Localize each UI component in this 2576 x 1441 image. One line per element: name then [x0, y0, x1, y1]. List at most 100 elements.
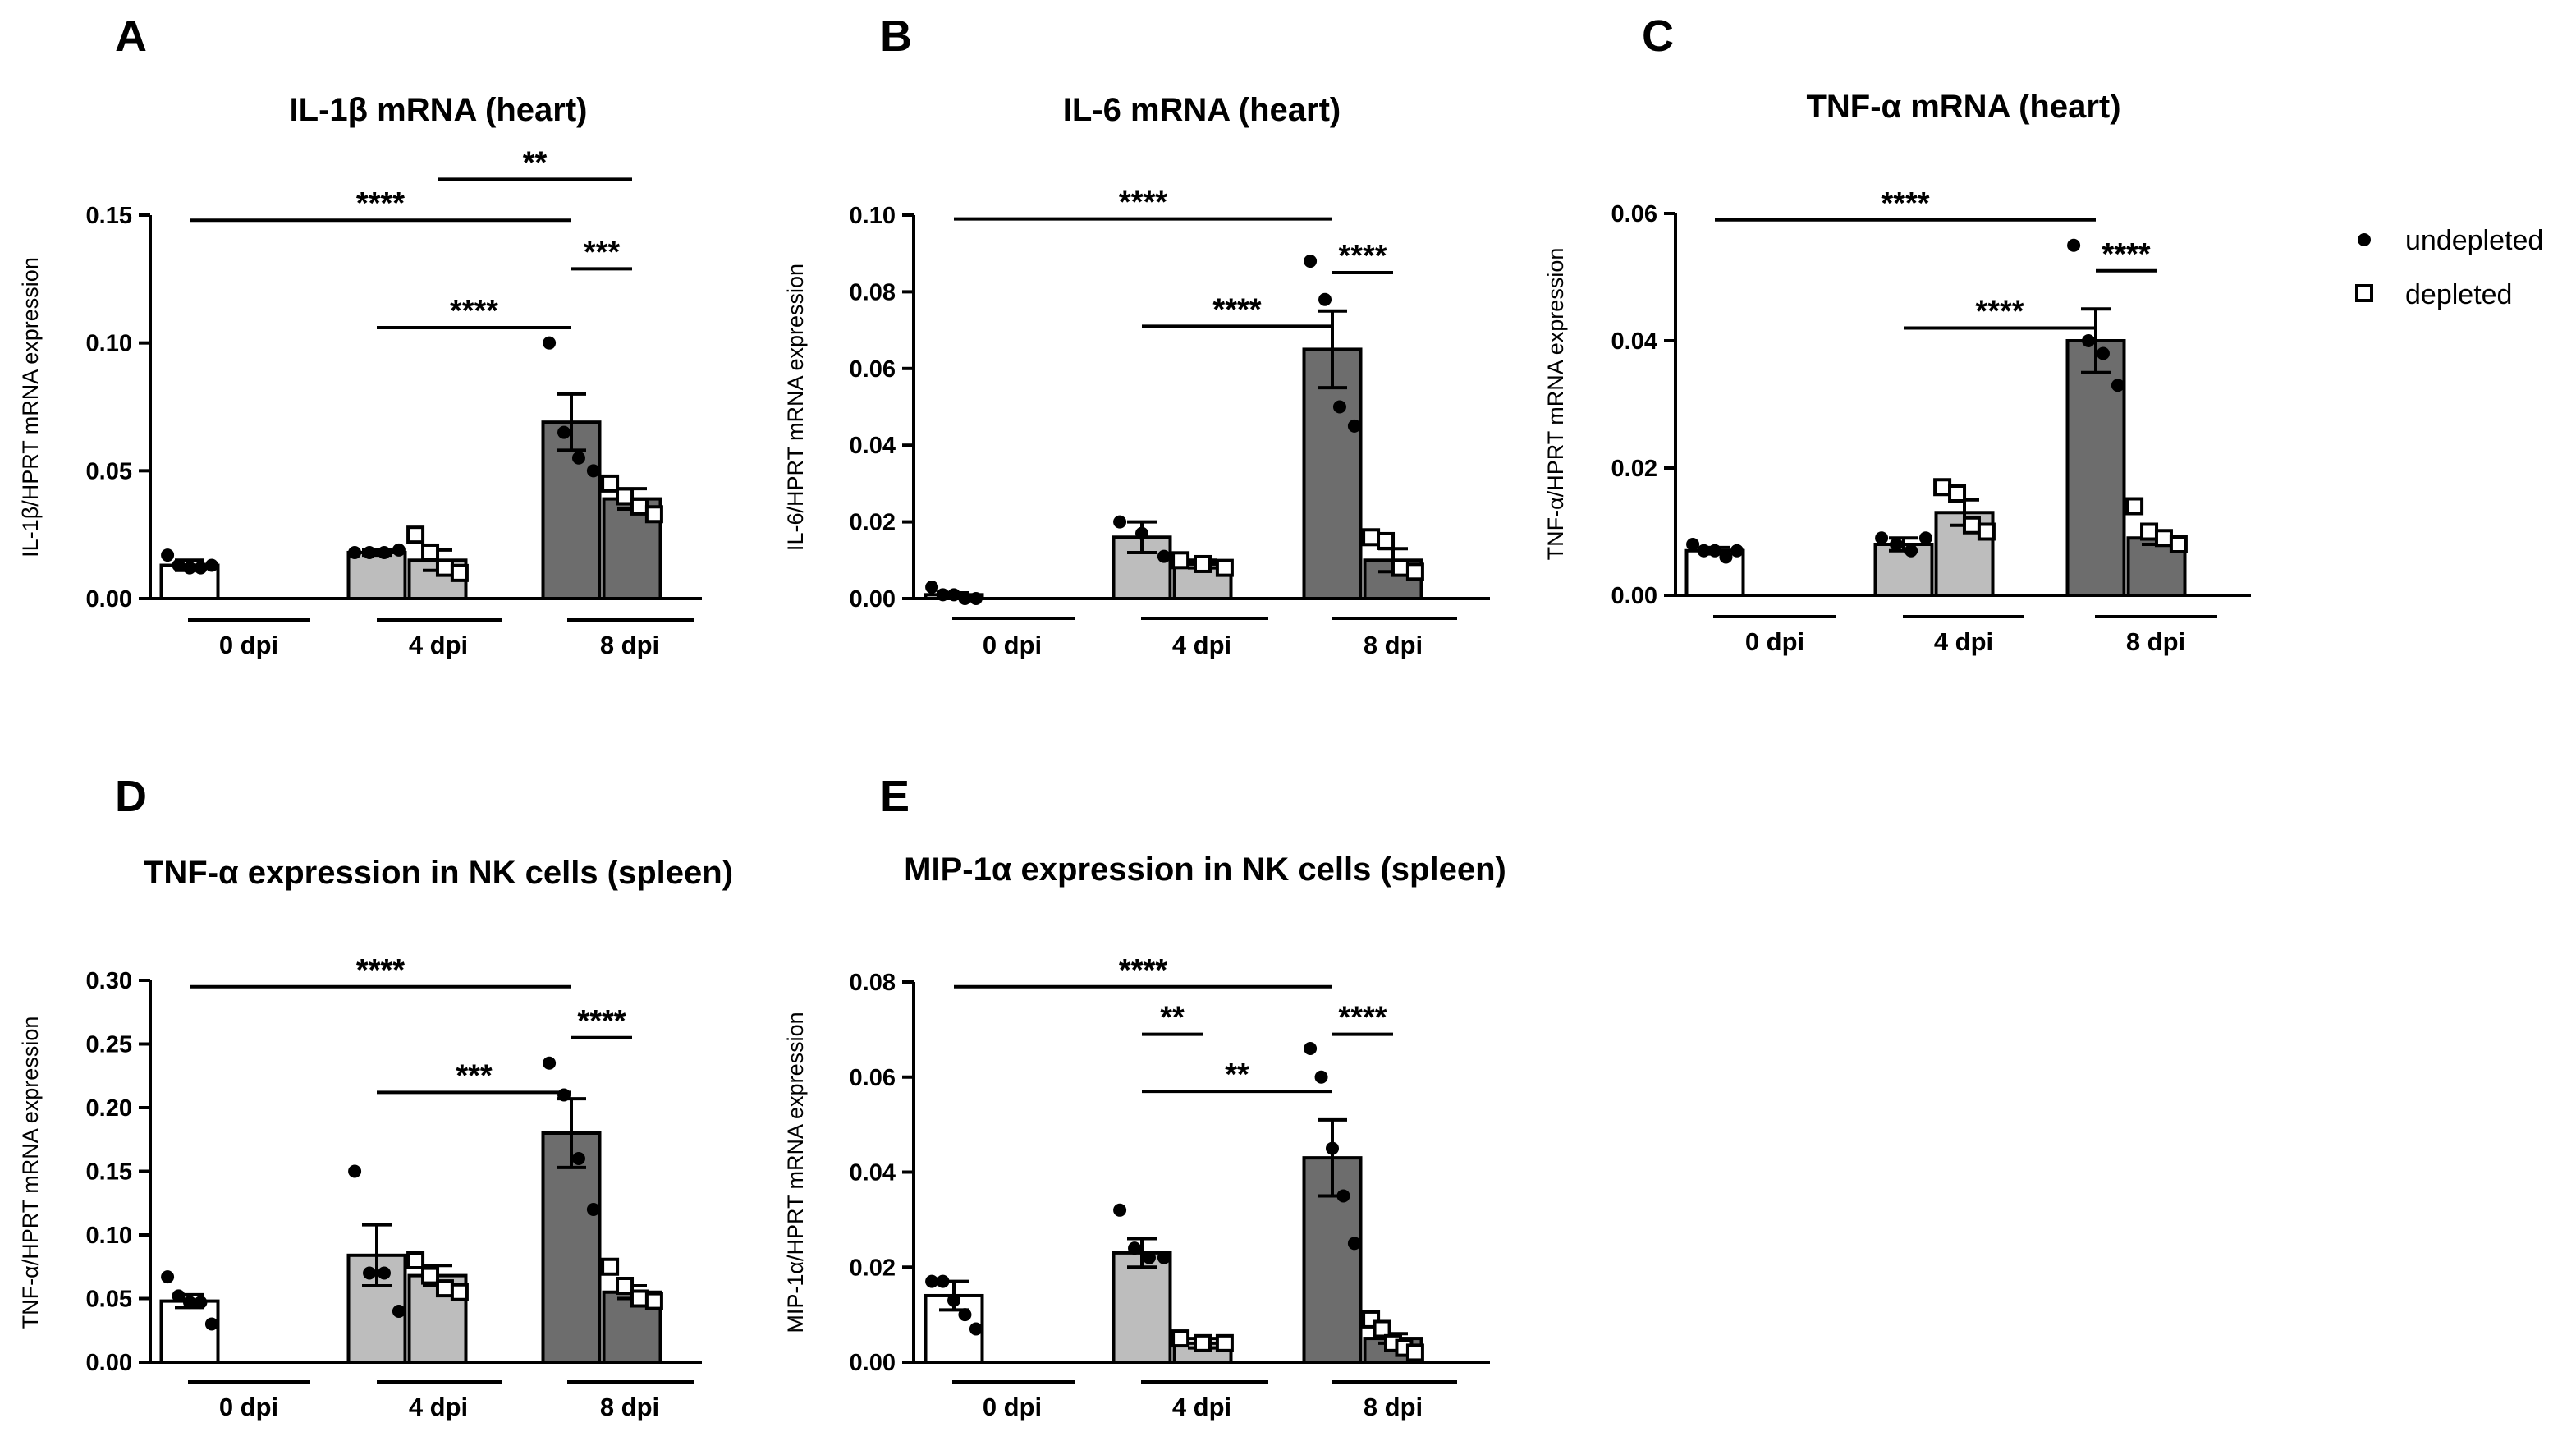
data-point-undepleted — [1708, 544, 1721, 558]
x-category-label: 4 dpi — [409, 631, 468, 659]
data-point-depleted — [435, 558, 454, 577]
data-point-undepleted — [947, 588, 960, 602]
data-point-undepleted — [1730, 544, 1744, 558]
data-point-undepleted — [183, 1296, 196, 1310]
data-point-depleted — [421, 1266, 440, 1285]
data-point-undepleted — [936, 588, 950, 602]
data-point-depleted — [601, 1257, 620, 1276]
data-point-undepleted — [204, 1317, 218, 1331]
y-tick-label: 0.02 — [850, 1255, 896, 1281]
data-point-depleted — [1194, 1333, 1212, 1352]
panel-d: D TNF-α expression in NK cells (spleen) … — [18, 772, 733, 1421]
bar — [346, 550, 407, 601]
legend-label-depleted: depleted — [2405, 279, 2512, 310]
data-point-undepleted — [1904, 544, 1918, 558]
data-point-depleted — [1391, 558, 1409, 577]
data-point-depleted — [1948, 484, 1967, 503]
data-point-undepleted — [1686, 538, 1700, 551]
y-tick-label: 0.00 — [850, 586, 896, 613]
data-point-depleted — [2140, 522, 2159, 541]
data-point-undepleted — [1318, 292, 1332, 306]
data-point-undepleted — [1314, 1070, 1328, 1084]
y-tick-label: 0.06 — [1611, 201, 1657, 227]
y-tick-label: 0.30 — [86, 968, 132, 994]
data-point-undepleted — [1157, 1251, 1171, 1264]
panel-label: D — [115, 772, 147, 821]
significance-stars: **** — [1119, 953, 1167, 988]
data-point-undepleted — [958, 592, 972, 605]
legend-marker-depleted — [2355, 284, 2373, 302]
data-point-depleted — [406, 525, 425, 544]
data-point-undepleted — [1719, 550, 1733, 564]
legend: undepleted depleted — [2355, 225, 2543, 310]
significance-stars: *** — [584, 235, 621, 269]
y-tick-label: 0.06 — [850, 356, 896, 383]
y-tick-label: 0.00 — [850, 1350, 896, 1376]
y-tick-label: 0.15 — [86, 1159, 132, 1186]
bar — [1302, 347, 1363, 600]
bar — [159, 1299, 220, 1364]
y-axis-label: IL-6/HPRT mRNA expression — [783, 264, 808, 551]
y-tick-label: 0.08 — [850, 970, 896, 996]
x-category-label: 0 dpi — [983, 1393, 1042, 1421]
x-category-label: 8 dpi — [1364, 1393, 1423, 1421]
significance-stars: ** — [1160, 1001, 1185, 1035]
y-axis-label: MIP-1α/HPRT mRNA expression — [783, 1012, 808, 1333]
data-point-depleted — [1215, 1333, 1234, 1352]
data-point-undepleted — [377, 545, 391, 559]
data-point-undepleted — [1304, 1042, 1318, 1056]
data-point-undepleted — [392, 1305, 406, 1318]
y-tick-label: 0.04 — [1611, 328, 1657, 355]
data-point-depleted — [1377, 531, 1396, 550]
data-point-undepleted — [1336, 1189, 1350, 1203]
data-point-depleted — [630, 497, 649, 516]
data-point-depleted — [616, 487, 635, 506]
significance-stars: **** — [356, 953, 405, 988]
data-point-depleted — [1977, 522, 1996, 541]
data-point-undepleted — [2096, 346, 2110, 360]
data-point-undepleted — [172, 558, 186, 572]
plot-area: 0.00 0.02 0.04 0.06 **** **** **** — [1611, 186, 2251, 618]
significance-stars: **** — [450, 294, 498, 328]
data-point-undepleted — [1135, 526, 1148, 540]
x-category-label: 4 dpi — [1934, 627, 1993, 656]
data-point-undepleted — [348, 545, 362, 559]
data-point-undepleted — [1347, 1237, 1361, 1251]
data-point-undepleted — [161, 548, 175, 562]
legend-marker-undepleted — [2358, 233, 2371, 246]
x-category-label: 0 dpi — [219, 631, 278, 659]
x-category-label: 4 dpi — [1172, 631, 1231, 659]
y-tick-label: 0.02 — [850, 510, 896, 536]
data-point-undepleted — [947, 1293, 960, 1307]
bar — [1873, 543, 1934, 597]
y-tick-label: 0.10 — [86, 331, 132, 357]
data-point-depleted — [1962, 516, 1981, 535]
y-tick-label: 0.20 — [86, 1095, 132, 1122]
data-point-undepleted — [557, 1088, 571, 1102]
data-point-undepleted — [1113, 1203, 1127, 1217]
plot-area: 0.00 0.02 0.04 0.06 0.08 0.10 **** **** **** — [850, 186, 1490, 620]
chart-title: MIP-1α expression in NK cells (spleen) — [904, 851, 1506, 888]
chart-title: TNF-α mRNA (heart) — [1806, 89, 2120, 125]
y-tick-label: 0.04 — [850, 433, 896, 459]
y-tick-label: 0.08 — [850, 279, 896, 305]
bar — [2065, 339, 2126, 597]
data-point-depleted — [1933, 478, 1952, 497]
y-tick-label: 0.10 — [86, 1223, 132, 1249]
bar — [1112, 1251, 1172, 1364]
x-category-label: 4 dpi — [409, 1393, 468, 1421]
data-point-undepleted — [586, 464, 600, 478]
panel-e: E MIP-1α expression in NK cells (spleen)… — [783, 772, 1506, 1421]
data-point-undepleted — [543, 336, 557, 350]
panel-label: B — [880, 11, 912, 61]
legend-label-undepleted: undepleted — [2405, 225, 2543, 256]
plot-area: 0.000.020.040.060.08 ****** ****** — [850, 953, 1490, 1384]
data-point-undepleted — [1326, 1141, 1339, 1155]
data-point-depleted — [435, 1279, 454, 1298]
data-point-undepleted — [925, 1274, 939, 1288]
data-point-undepleted — [925, 580, 939, 594]
x-category-label: 8 dpi — [600, 631, 659, 659]
significance-stars: ** — [523, 145, 548, 180]
data-point-undepleted — [1347, 419, 1361, 433]
y-tick-label: 0.00 — [1611, 583, 1657, 609]
